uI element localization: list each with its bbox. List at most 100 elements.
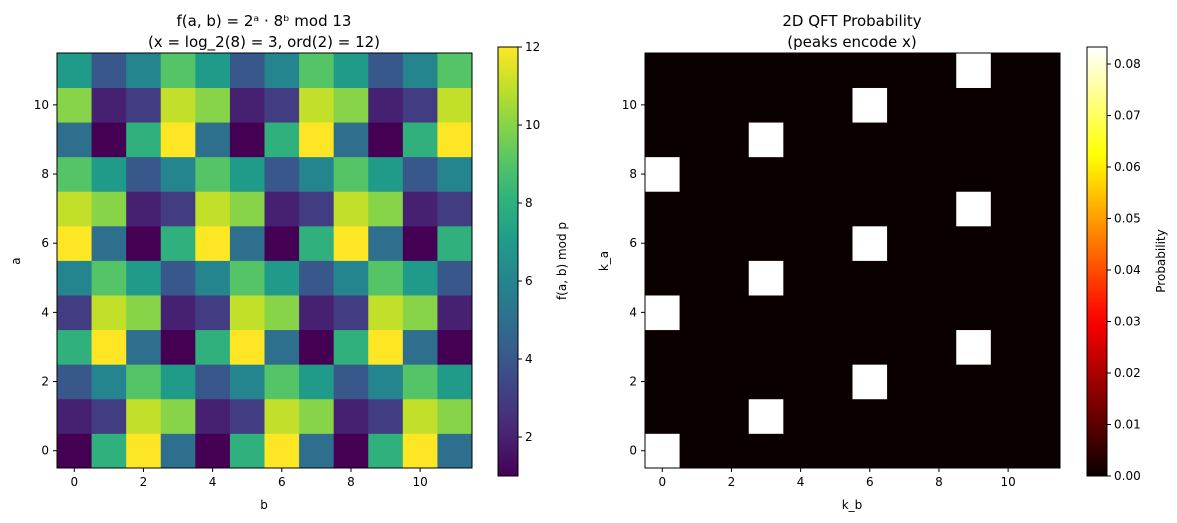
heatmap-cell	[368, 329, 404, 365]
heatmap-cell	[956, 260, 992, 296]
heatmap-cell	[229, 329, 265, 365]
heatmap-cell	[368, 260, 404, 296]
heatmap-cell	[748, 364, 784, 400]
y-tick-label: 0	[629, 444, 637, 458]
heatmap-cell	[402, 295, 438, 331]
probability-peak-cell	[748, 260, 784, 296]
heatmap-cell	[852, 329, 888, 365]
heatmap-cell	[645, 398, 680, 434]
heatmap-cell	[160, 156, 196, 192]
heatmap-cell	[160, 225, 196, 261]
heatmap-cell	[229, 364, 265, 400]
heatmap-cell	[299, 364, 335, 400]
left-colorbar-ticks: 2 4 6 8 10 12	[518, 40, 540, 444]
heatmap-cell	[990, 191, 1026, 227]
colorbar-tick-label: 0.02	[1114, 366, 1141, 380]
heatmap-cell	[887, 398, 923, 434]
heatmap-cell	[887, 329, 923, 365]
colorbar-tick-label: 0.06	[1114, 160, 1141, 174]
heatmap-cell	[437, 329, 473, 365]
heatmap-cell	[852, 191, 888, 227]
heatmap-cell	[91, 260, 127, 296]
heatmap-cell	[57, 53, 92, 88]
heatmap-cell	[437, 260, 473, 296]
heatmap-cell	[264, 225, 300, 261]
heatmap-cell	[333, 156, 369, 192]
heatmap-cell	[990, 260, 1026, 296]
heatmap-cell	[57, 364, 92, 400]
x-tick-label: 8	[347, 475, 355, 489]
left-y-axis-label: a	[9, 257, 23, 264]
heatmap-cell	[264, 433, 300, 469]
x-tick-label: 6	[866, 475, 874, 489]
heatmap-cell	[299, 191, 335, 227]
heatmap-cell	[57, 433, 92, 469]
heatmap-cell	[91, 191, 127, 227]
left-title-line1: f(a, b) = 2ᵃ · 8ᵇ mod 13	[177, 12, 352, 30]
heatmap-cell	[264, 329, 300, 365]
right-heatmap-cells	[645, 53, 1061, 469]
heatmap-cell	[57, 295, 92, 331]
heatmap-cell	[91, 364, 127, 400]
right-x-axis-label: k_b	[842, 498, 863, 512]
heatmap-cell	[956, 433, 992, 469]
heatmap-cell	[783, 364, 819, 400]
heatmap-cell	[714, 53, 750, 88]
heatmap-cell	[714, 329, 750, 365]
heatmap-cell	[748, 433, 784, 469]
heatmap-cell	[299, 156, 335, 192]
heatmap-cell	[783, 156, 819, 192]
heatmap-cell	[91, 295, 127, 331]
heatmap-cell	[57, 191, 92, 227]
heatmap-cell	[748, 295, 784, 331]
heatmap-cell	[333, 329, 369, 365]
heatmap-cell	[126, 122, 162, 158]
right-title-line2: (peaks encode x)	[787, 33, 916, 51]
heatmap-cell	[817, 225, 853, 261]
heatmap-cell	[817, 122, 853, 158]
heatmap-cell	[160, 295, 196, 331]
heatmap-cell	[748, 191, 784, 227]
heatmap-cell	[817, 364, 853, 400]
heatmap-cell	[299, 122, 335, 158]
heatmap-cell	[956, 87, 992, 123]
heatmap-cell	[229, 433, 265, 469]
heatmap-cell	[437, 398, 473, 434]
heatmap-cell	[679, 260, 715, 296]
heatmap-cell	[368, 364, 404, 400]
heatmap-cell	[1025, 87, 1061, 123]
heatmap-cell	[783, 87, 819, 123]
heatmap-cell	[1025, 225, 1061, 261]
y-tick-label: 6	[629, 236, 637, 250]
colorbar-tick-label: 0.00	[1114, 469, 1141, 483]
heatmap-cell	[887, 364, 923, 400]
heatmap-cell	[1025, 364, 1061, 400]
heatmap-cell	[126, 225, 162, 261]
heatmap-cell	[229, 225, 265, 261]
heatmap-cell	[229, 295, 265, 331]
heatmap-cell	[195, 433, 231, 469]
heatmap-cell	[160, 53, 196, 88]
heatmap-cell	[783, 260, 819, 296]
probability-peak-cell	[956, 191, 992, 227]
heatmap-cell	[264, 156, 300, 192]
heatmap-cell	[437, 122, 473, 158]
colorbar-tick-label: 0.05	[1114, 211, 1141, 225]
left-title-line2: (x = log_2(8) = 3, ord(2) = 12)	[148, 33, 380, 52]
x-tick-label: 2	[140, 475, 148, 489]
heatmap-cell	[714, 156, 750, 192]
heatmap-cell	[368, 87, 404, 123]
heatmap-cell	[437, 295, 473, 331]
left-colorbar-label: f(a, b) mod p	[555, 222, 569, 300]
heatmap-cell	[852, 122, 888, 158]
heatmap-cell	[126, 433, 162, 469]
heatmap-cell	[921, 156, 957, 192]
heatmap-cell	[852, 156, 888, 192]
heatmap-cell	[333, 364, 369, 400]
heatmap-cell	[852, 398, 888, 434]
y-tick-label: 4	[629, 305, 637, 319]
heatmap-cell	[91, 122, 127, 158]
heatmap-cell	[679, 191, 715, 227]
heatmap-cell	[817, 53, 853, 88]
